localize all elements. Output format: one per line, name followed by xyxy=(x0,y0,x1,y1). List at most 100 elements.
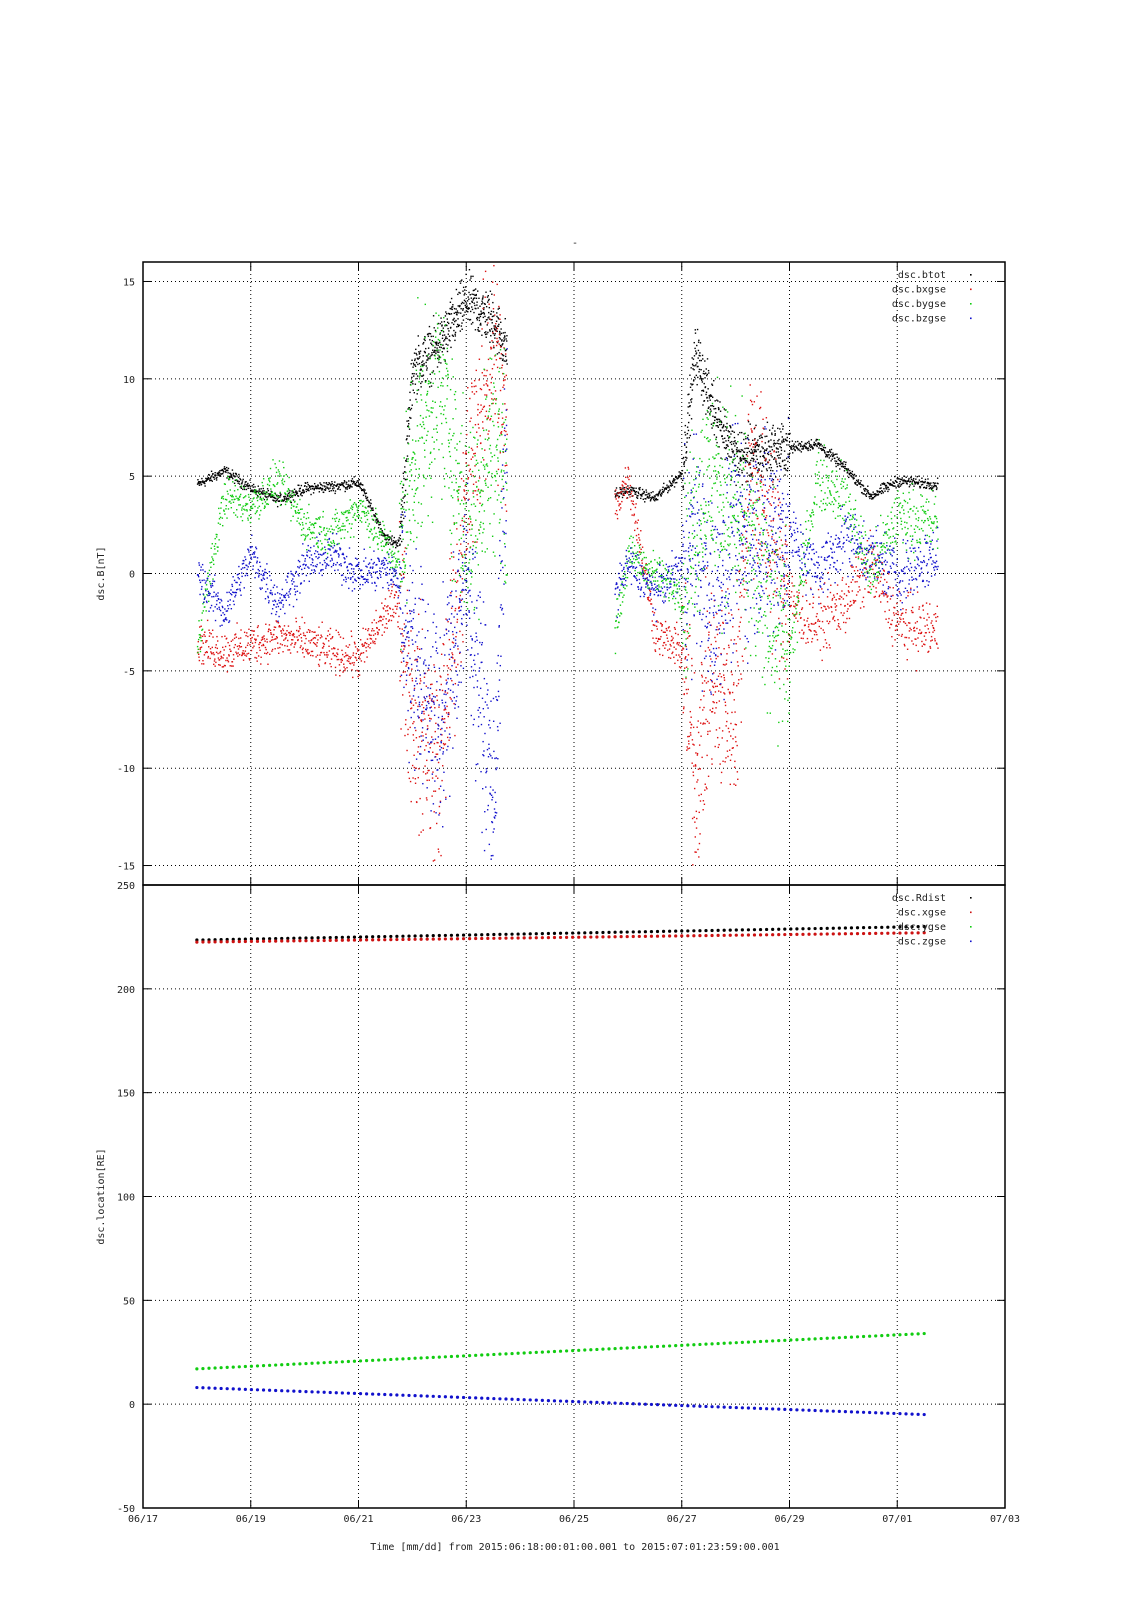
data-point-dsc.bxgse xyxy=(767,532,769,534)
data-point-dsc.bxgse xyxy=(825,608,827,610)
data-point-dsc.bxgse xyxy=(693,787,696,790)
data-point-dsc.btot xyxy=(415,373,418,375)
data-point-dsc.bxgse xyxy=(197,653,200,656)
data-point-dsc.bxgse xyxy=(934,640,936,642)
data-point-dsc.btot xyxy=(729,425,732,428)
data-point-dsc.btot xyxy=(782,425,784,428)
data-point-dsc.bxgse xyxy=(881,562,883,564)
data-point-dsc.btot xyxy=(405,458,408,460)
data-point-dsc.bxgse xyxy=(329,633,331,636)
data-point-dsc.btot xyxy=(622,494,624,496)
data-point-dsc.btot xyxy=(820,448,822,450)
data-point-dsc.btot xyxy=(413,352,416,354)
data-point-dsc.bxgse xyxy=(320,651,323,654)
data-point-dsc.bxgse xyxy=(505,430,507,433)
data-point-dsc.btot xyxy=(391,540,393,542)
data-point-dsc.btot xyxy=(446,321,449,324)
data-point-dsc.bxgse xyxy=(707,646,710,649)
data-point-dsc.bxgse xyxy=(293,633,295,636)
data-point-dsc.btot xyxy=(392,543,394,545)
data-point-dsc.btot xyxy=(495,329,497,331)
data-point-dsc.btot xyxy=(464,311,466,313)
data-point-dsc.bxgse xyxy=(746,550,749,552)
data-point-dsc.btot xyxy=(880,487,882,489)
data-point-dsc.btot xyxy=(481,312,483,314)
data-point-dsc.bxgse xyxy=(748,442,750,444)
data-point-dsc.bxgse xyxy=(770,520,772,522)
data-point-dsc.btot xyxy=(730,426,732,429)
data-point-dsc.bxgse xyxy=(716,633,719,636)
data-point-dsc.bxgse xyxy=(345,655,347,657)
data-point-dsc.btot xyxy=(879,487,881,490)
data-point-dsc.bxgse xyxy=(858,576,861,579)
data-point-dsc.bxgse xyxy=(736,744,738,747)
data-point-dsc.bxgse xyxy=(782,602,785,604)
data-point-dsc.btot xyxy=(855,481,857,484)
data-point-dsc.btot xyxy=(344,486,347,489)
data-point-dsc.btot xyxy=(477,290,479,292)
data-point-dsc.bxgse xyxy=(464,453,467,455)
data-point-dsc.btot xyxy=(408,423,410,425)
data-point-dsc.bxgse xyxy=(451,656,453,658)
data-point-dsc.bxgse xyxy=(807,641,809,644)
data-point-dsc.btot xyxy=(648,492,650,495)
data-point-dsc.bxgse xyxy=(644,570,646,572)
data-point-dsc.bxgse xyxy=(720,771,723,774)
data-point-dsc.bxgse xyxy=(479,411,481,414)
data-point-dsc.btot xyxy=(709,413,711,415)
data-point-dsc.bygse xyxy=(276,495,279,498)
data-point-dsc.bxgse xyxy=(651,610,654,613)
data-point-dsc.btot xyxy=(806,447,808,449)
data-point-dsc.bygse xyxy=(313,532,315,534)
data-point-dsc.bxgse xyxy=(724,761,726,763)
data-point-dsc.bxgse xyxy=(469,397,471,400)
data-point-dsc.btot xyxy=(741,471,743,474)
data-point-dsc.btot xyxy=(427,359,429,361)
data-point-dsc.bxgse xyxy=(886,601,889,603)
data-point-dsc.bxgse xyxy=(776,549,779,551)
data-point-dsc.btot xyxy=(457,305,459,307)
data-point-dsc.btot xyxy=(404,471,406,473)
data-point-dsc.bxgse xyxy=(350,656,352,658)
data-point-dsc.bxgse xyxy=(688,743,690,745)
data-point-dsc.btot xyxy=(715,436,718,438)
data-point-dsc.btot xyxy=(491,293,493,295)
data-point-dsc.bxgse xyxy=(372,634,375,636)
data-point-dsc.btot xyxy=(846,468,848,470)
data-point-dsc.bxgse xyxy=(691,739,694,741)
data-point-dsc.btot xyxy=(474,294,476,297)
data-point-dsc.bxgse xyxy=(449,579,452,581)
data-point-dsc.bxgse xyxy=(713,616,715,619)
data-point-dsc.bxgse xyxy=(916,627,918,630)
data-point-dsc.btot xyxy=(717,400,719,402)
data-point-dsc.bxgse xyxy=(645,563,647,565)
data-point-dsc.btot xyxy=(419,356,421,358)
data-point-dsc.bygse xyxy=(202,610,205,612)
data-point-dsc.bxgse xyxy=(874,545,876,548)
data-point-dsc.btot xyxy=(725,444,728,446)
data-point-dsc.bxgse xyxy=(743,588,746,590)
data-point-dsc.btot xyxy=(479,322,482,325)
data-point-dsc.bxgse xyxy=(306,631,308,633)
data-point-dsc.btot xyxy=(866,489,868,491)
data-point-dsc.bxgse xyxy=(457,663,459,666)
data-point-dsc.bygse xyxy=(290,520,292,522)
data-point-dsc.btot xyxy=(444,339,446,341)
data-point-dsc.bxgse xyxy=(275,620,277,622)
data-point-dsc.btot xyxy=(853,473,856,476)
data-point-dsc.btot xyxy=(416,354,418,356)
data-point-dsc.bygse xyxy=(232,496,234,498)
data-point-dsc.bxgse xyxy=(697,768,700,770)
data-point-dsc.bxgse xyxy=(826,620,828,622)
data-point-dsc.bxgse xyxy=(270,639,273,641)
data-point-dsc.bxgse xyxy=(690,716,692,718)
data-point-dsc.btot xyxy=(460,307,462,310)
data-point-dsc.bygse xyxy=(387,536,389,539)
data-point-dsc.bxgse xyxy=(420,680,422,682)
data-point-dsc.bxgse xyxy=(661,624,664,626)
data-point-dsc.bygse xyxy=(383,524,385,527)
data-point-dsc.btot xyxy=(792,444,795,447)
data-point-dsc.bxgse xyxy=(439,800,442,803)
data-point-dsc.btot xyxy=(835,465,837,468)
data-point-dsc.bxgse xyxy=(316,642,318,644)
